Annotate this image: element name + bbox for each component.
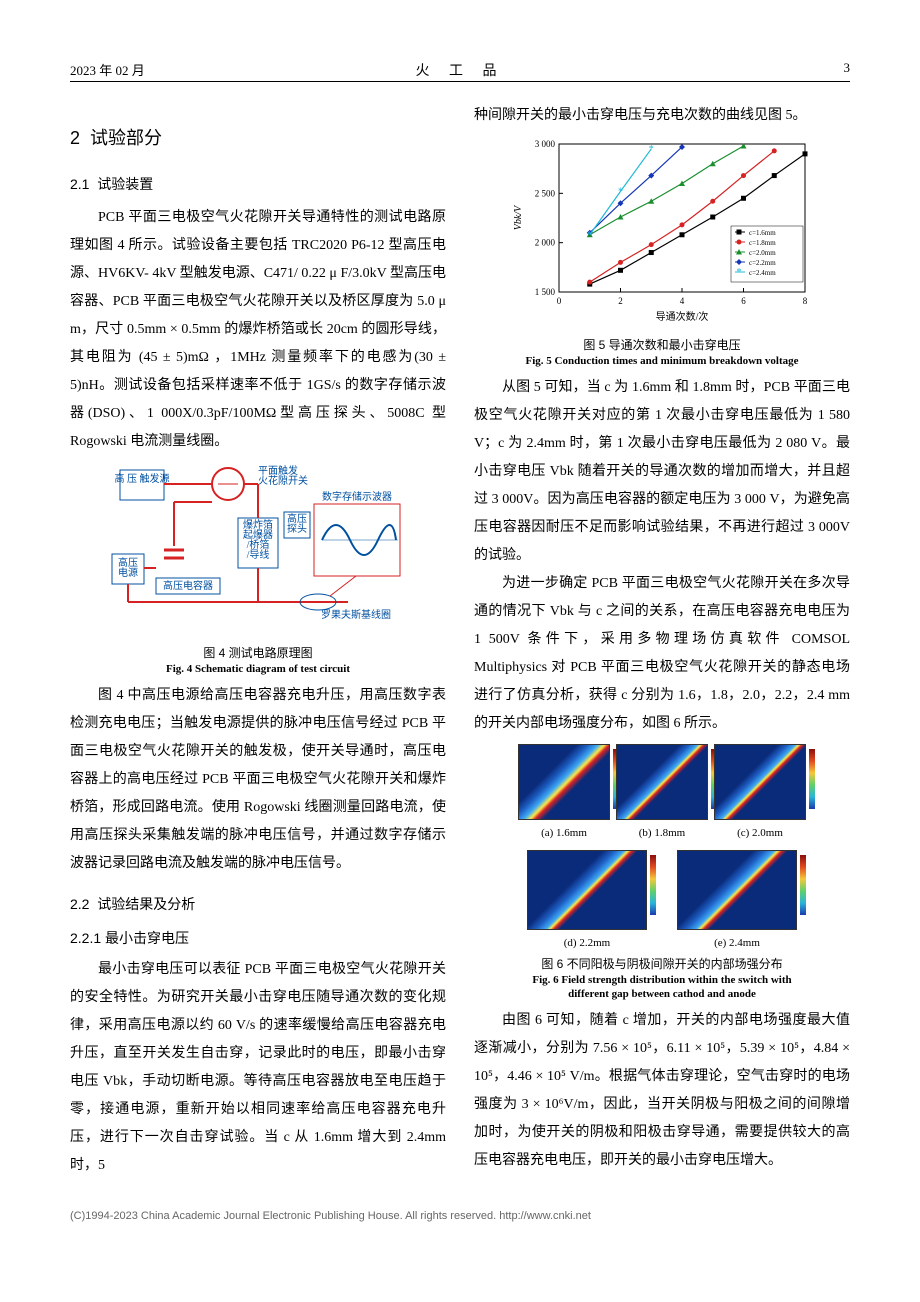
fig5-caption-cn: 图 5 导通次数和最小击穿电压 — [507, 337, 817, 354]
fig6-row1: (a) 1.6mm (b) 1.8mm (c) 2.0mm — [492, 744, 832, 844]
fig6-caption-en: Fig. 6 Field strength distribution withi… — [492, 973, 832, 1002]
paragraph-6: 由图 6 可知，随着 c 增加，开关的内部电场强度最大值逐渐减小，分别为 7.5… — [474, 1007, 850, 1175]
label-coil: 罗果夫斯基线圈 — [321, 608, 391, 621]
fig6-panel-b: (b) 1.8mm — [616, 744, 708, 844]
svg-text:2 000: 2 000 — [535, 238, 556, 248]
header-date: 2023 年 02 月 — [70, 60, 145, 79]
fig6-panel-d: (d) 2.2mm — [527, 850, 647, 954]
paragraph-1: PCB 平面三电极空气火花隙开关导通特性的测试电路原理如图 4 所示。试验设备主… — [70, 204, 446, 456]
svg-text:c=2.2mm: c=2.2mm — [749, 259, 776, 267]
label-ignitor: 爆炸箔起爆器/桥箔/导线 — [243, 518, 273, 561]
figure-5: 1 500 2 000 2 500 3 000 0 2 4 6 8 导通次数/次 Vbk/V * * * c… — [507, 134, 817, 368]
fig4-caption-cn: 图 4 测试电路原理图 — [108, 645, 408, 662]
svg-text:8: 8 — [803, 296, 808, 306]
svg-text:*: * — [649, 144, 654, 155]
svg-text:6: 6 — [741, 296, 746, 306]
fig6-panel-c: (c) 2.0mm — [714, 744, 806, 844]
paragraph-4: 从图 5 可知，当 c 为 1.6mm 和 1.8mm 时，PCB 平面三电极空… — [474, 374, 850, 570]
page-footer: (C)1994-2023 China Academic Journal Elec… — [70, 1210, 850, 1222]
svg-text:*: * — [618, 186, 623, 197]
right-column: 种间隙开关的最小击穿电压与充电次数的曲线见图 5。 1 500 2 000 2 50… — [474, 102, 850, 1180]
subsection-2-1: 2.1 试验装置 — [70, 170, 446, 198]
label-gap-switch: 平面触发火花隙开关 — [258, 464, 308, 487]
paragraph-3: 最小击穿电压可以表征 PCB 平面三电极空气火花隙开关的安全特性。为研究开关最小… — [70, 956, 446, 1180]
svg-text:导通次数/次: 导通次数/次 — [656, 310, 709, 323]
svg-text:2 500: 2 500 — [535, 188, 556, 198]
circuit-diagram: 高 压 触发源 平面触发火花隙开关 数字存储示波器 高压探头 高压电源 — [108, 462, 408, 632]
fig6-caption-cn: 图 6 不同阳极与阴极间隙开关的内部场强分布 — [492, 956, 832, 973]
svg-text:c=2.4mm: c=2.4mm — [749, 269, 776, 277]
paragraph-5: 为进一步确定 PCB 平面三电极空气火花隙开关在多次导通的情况下 Vbk 与 c… — [474, 570, 850, 738]
svg-text:c=2.0mm: c=2.0mm — [749, 249, 776, 257]
svg-text:2: 2 — [618, 296, 623, 306]
header-page: 3 — [844, 60, 851, 79]
fig5-caption-en: Fig. 5 Conduction times and minimum brea… — [507, 354, 817, 368]
label-scope: 数字存储示波器 — [322, 490, 392, 503]
section-2-heading: 2 试验部分 — [70, 120, 446, 156]
fig6-panel-a: (a) 1.6mm — [518, 744, 610, 844]
header-journal: 火 工 品 — [416, 60, 505, 80]
svg-text:c=1.6mm: c=1.6mm — [749, 229, 776, 237]
fig6-panel-e: (e) 2.4mm — [677, 850, 797, 954]
col2-top-line: 种间隙开关的最小击穿电压与充电次数的曲线见图 5。 — [474, 102, 850, 130]
fig6-row2: (d) 2.2mm (e) 2.4mm — [492, 850, 832, 954]
svg-text:*: * — [587, 230, 592, 241]
label-trigger-src: 高 压 触发源 — [115, 472, 170, 485]
svg-text:0: 0 — [557, 296, 562, 306]
svg-text:1 500: 1 500 — [535, 287, 556, 297]
label-hvprobe: 高压探头 — [287, 512, 307, 535]
svg-text:c=1.8mm: c=1.8mm — [749, 239, 776, 247]
left-column: 2 试验部分 2.1 试验装置 PCB 平面三电极空气火花隙开关导通特性的测试电… — [70, 102, 446, 1180]
line-chart: 1 500 2 000 2 500 3 000 0 2 4 6 8 导通次数/次 Vbk/V * * * c… — [507, 134, 817, 324]
paragraph-2: 图 4 中高压电源给高压电容器充电升压，用高压数字表检测充电电压；当触发电源提供… — [70, 682, 446, 878]
svg-text:4: 4 — [680, 296, 685, 306]
fig4-caption-en: Fig. 4 Schematic diagram of test circuit — [108, 662, 408, 676]
subsection-2-2-1: 2.2.1 最小击穿电压 — [70, 924, 446, 952]
svg-text:Vbk/V: Vbk/V — [513, 204, 524, 230]
label-hvsrc: 高压电源 — [118, 556, 138, 579]
subsection-2-2: 2.2 试验结果及分析 — [70, 890, 446, 918]
svg-text:3 000: 3 000 — [535, 139, 556, 149]
label-cap: 高压电容器 — [163, 579, 213, 592]
figure-6: (a) 1.6mm (b) 1.8mm (c) 2.0mm (d) 2.2mm — [492, 744, 832, 1001]
figure-4: 高 压 触发源 平面触发火花隙开关 数字存储示波器 高压探头 高压电源 — [108, 462, 408, 676]
page-header: 2023 年 02 月 火 工 品 3 — [70, 60, 850, 82]
